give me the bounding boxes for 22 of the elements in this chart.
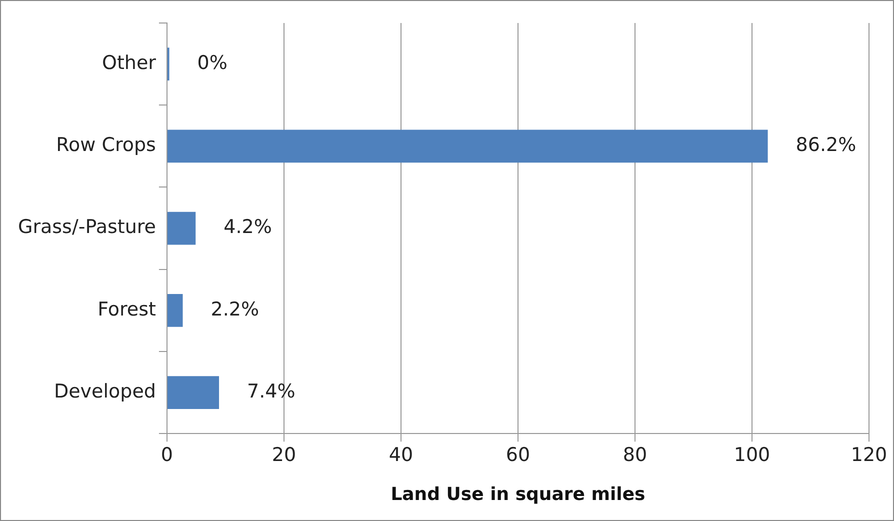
bar [167, 294, 183, 327]
x-tick-label: 20 [272, 444, 296, 466]
y-tick-label: Developed [54, 380, 156, 402]
annotation: 7.4% [247, 380, 296, 402]
bar [167, 376, 220, 409]
y-tick-label: Forest [98, 298, 156, 320]
x-tick-label: 100 [734, 444, 770, 466]
x-tick-label: 120 [850, 444, 888, 466]
x-axis-title: Land Use in square miles [390, 484, 646, 505]
y-tick-label: Row Crops [56, 134, 156, 156]
annotation: 86.2% [796, 134, 856, 156]
bar [167, 130, 768, 163]
annotation: 2.2% [210, 298, 260, 320]
x-tick-label: 80 [622, 444, 648, 466]
x-tick-label: 0 [160, 444, 173, 466]
annotation: 4.2% [224, 216, 272, 238]
x-tick-label: 40 [388, 444, 414, 466]
y-tick-label: Grass/-Pasture [18, 216, 156, 238]
x-tick-label: 60 [506, 444, 530, 466]
annotation: 0% [197, 52, 228, 74]
y-tick-label: Other [102, 52, 156, 74]
bar [167, 212, 196, 245]
